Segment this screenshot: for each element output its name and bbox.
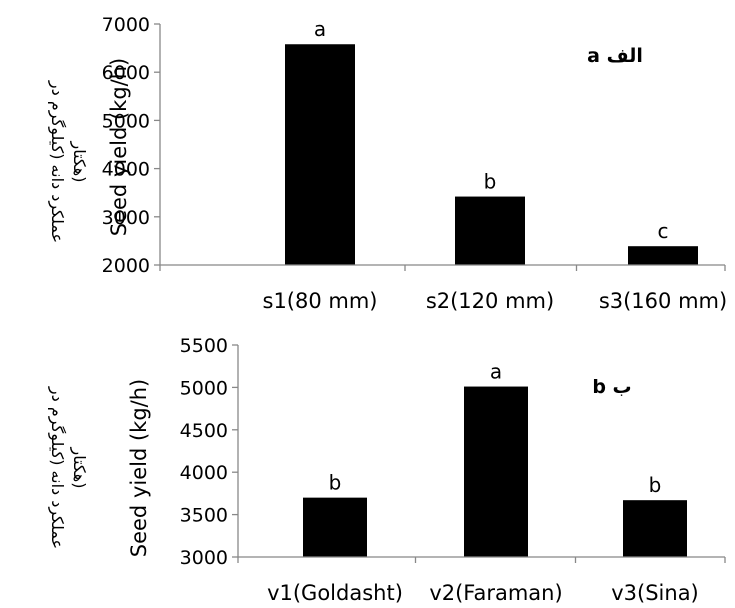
y-tick-label: 3500 (180, 505, 228, 527)
bar (623, 500, 687, 557)
y-tick-label: 5500 (180, 335, 228, 357)
panel-label: ب b (592, 376, 631, 398)
significance-label: a (314, 17, 326, 41)
y-tick-label: 2000 (102, 255, 150, 277)
x-tick-label: s1(80 mm) (263, 289, 378, 313)
significance-label: b (329, 471, 342, 495)
significance-label: c (658, 219, 669, 243)
y-tick-label: 4000 (180, 462, 228, 484)
significance-label: b (484, 170, 497, 194)
ylabel-fa-line-1: عملکرد دانه (کیلوگرم در (47, 386, 67, 549)
bar (285, 44, 355, 265)
y-tick-label: 5000 (180, 377, 228, 399)
y-tick-label: 4000 (102, 159, 150, 181)
y-ticks: 2000 3000 4000 5000 6000 7000 (102, 14, 160, 277)
y-tick-label: 4500 (180, 420, 228, 442)
bar (303, 497, 367, 557)
ylabel-fa-line-1: عملکرد دانه (کیلوگرم در (47, 80, 67, 243)
y-axis-label: Seed yield (kg/h) (127, 379, 151, 557)
x-tick-label: v2(Faraman) (429, 581, 562, 605)
panel-label: الف a (587, 45, 643, 67)
y-tick-label: 6000 (102, 62, 150, 84)
y-tick-label: 3000 (102, 207, 150, 229)
chart-panel-a: عملکرد دانه (کیلوگرم در هکتار) Seed yiel… (47, 14, 727, 313)
significance-label: a (490, 360, 502, 384)
y-ticks: 3000 3500 4000 4500 5000 5500 (180, 335, 238, 569)
bars: a s1(80 mm) b s2(120 mm) c s3(160 mm) (263, 17, 728, 313)
x-tick-label: v1(Goldasht) (267, 581, 403, 605)
x-tick-label: s2(120 mm) (426, 289, 554, 313)
ylabel-fa-line-2: هکتار) (69, 141, 89, 183)
x-tick-label: v3(Sina) (611, 581, 699, 605)
y-tick-label: 7000 (102, 14, 150, 36)
bars: b v1(Goldasht) a v2(Faraman) b v3(Sina) (267, 360, 699, 605)
chart-panel-b: عملکرد دانه (کیلوگرم در هکتار) Seed yiel… (47, 335, 726, 605)
significance-label: b (649, 473, 662, 497)
y-axis-label: Seed yield (kg/h) (107, 58, 131, 236)
ylabel-fa-line-2: هکتار) (69, 447, 89, 489)
x-tick-label: s3(160 mm) (599, 289, 727, 313)
bar (628, 246, 698, 265)
bar (455, 196, 525, 265)
y-tick-label: 5000 (102, 110, 150, 132)
y-tick-label: 3000 (180, 547, 228, 569)
bar (464, 386, 528, 557)
